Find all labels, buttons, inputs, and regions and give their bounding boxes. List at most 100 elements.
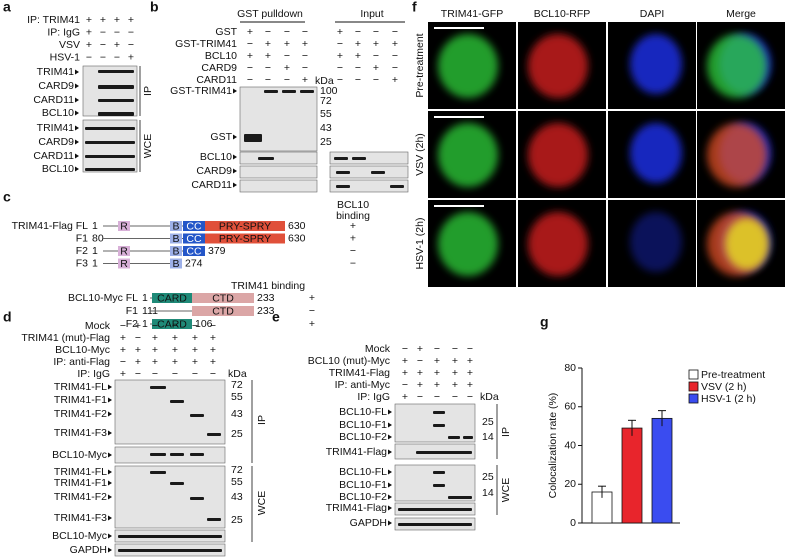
band — [336, 171, 350, 174]
sign: + — [373, 38, 379, 50]
domain — [152, 293, 192, 303]
sign: − — [120, 356, 126, 368]
sign: − — [302, 50, 308, 62]
band — [170, 400, 184, 403]
marker: 72 — [231, 464, 243, 476]
section-label: WCE — [256, 491, 268, 516]
signal — [528, 212, 588, 276]
domain — [183, 246, 205, 256]
arrow — [233, 182, 237, 188]
sign: − — [302, 62, 308, 74]
arrow — [388, 469, 392, 475]
sign: + — [100, 14, 106, 26]
blot — [239, 151, 318, 165]
sign: + — [265, 50, 271, 62]
sign: − — [417, 391, 423, 403]
arrow — [388, 422, 392, 428]
arrow — [108, 452, 112, 458]
sign: + — [114, 14, 120, 26]
header: TRIM41 binding — [231, 280, 305, 292]
arrow — [75, 139, 79, 145]
construct-name: BCL10-Myc FL — [68, 292, 138, 304]
binding: − — [350, 257, 356, 269]
sign: − — [337, 38, 343, 50]
construct-end: 233 — [257, 305, 275, 317]
sign: − — [467, 343, 473, 355]
band-label: BCL10-Myc — [52, 530, 107, 542]
sign: − — [86, 51, 92, 63]
arrow — [388, 494, 392, 500]
legend-swatch — [688, 381, 699, 392]
sign: + — [114, 39, 120, 51]
sign: − — [128, 26, 134, 38]
sign: + — [120, 332, 126, 344]
marker: 55 — [231, 476, 243, 488]
band-label: CARD11 — [33, 150, 74, 162]
sign: + — [417, 343, 423, 355]
band-label: BCL10 — [42, 107, 74, 119]
arrow — [75, 83, 79, 89]
band — [98, 112, 134, 116]
domain — [205, 233, 285, 244]
band-label: TRIM41 — [37, 122, 75, 134]
band — [150, 386, 166, 389]
sign: − — [402, 343, 408, 355]
band-label: GST — [210, 131, 232, 143]
sign: + — [467, 355, 473, 367]
row-label: Pre-treatment — [414, 33, 426, 97]
section-label: IP — [142, 86, 154, 96]
domain-label: PRY-SPRY — [219, 220, 271, 232]
sign: + — [417, 379, 423, 391]
sign: + — [402, 367, 408, 379]
sign: − — [392, 62, 398, 74]
signal — [438, 34, 498, 98]
band — [390, 185, 404, 188]
blot — [329, 151, 409, 165]
sign: + — [355, 50, 361, 62]
band — [170, 453, 184, 456]
header: binding — [336, 210, 370, 222]
sign: + — [247, 26, 253, 38]
sign: + — [172, 344, 178, 356]
sign: + — [337, 26, 343, 38]
arrow — [108, 494, 112, 500]
band — [85, 168, 135, 171]
domain — [192, 306, 254, 316]
sign: − — [135, 332, 141, 344]
construct-name: F2 — [126, 318, 138, 330]
sign: − — [192, 320, 198, 332]
band — [433, 411, 445, 414]
band — [433, 471, 445, 474]
band — [118, 549, 222, 552]
sign: + — [135, 356, 141, 368]
band-label: TRIM41-F3 — [54, 512, 107, 524]
domain-label: PRY-SPRY — [219, 233, 271, 245]
bar — [621, 427, 643, 524]
marker: 43 — [320, 122, 332, 134]
signal — [528, 34, 588, 98]
sign: − — [100, 26, 106, 38]
condition: CARD9 — [201, 62, 237, 74]
sign: − — [128, 39, 134, 51]
nucleus — [630, 212, 682, 272]
domain — [170, 221, 182, 231]
panel-label: b — [150, 0, 159, 15]
domain — [118, 246, 130, 256]
marker: 14 — [482, 431, 494, 443]
construct-end: 630 — [288, 232, 306, 244]
sign: − — [172, 320, 178, 332]
sign: − — [373, 26, 379, 38]
panel-label: c — [3, 189, 11, 205]
band-label: TRIM41-F3 — [54, 427, 107, 439]
band-label: CARD9 — [196, 165, 232, 177]
domain-label: R — [120, 245, 128, 257]
band — [264, 90, 278, 93]
sign: + — [128, 51, 134, 63]
kda: kDa — [228, 368, 247, 380]
band — [207, 518, 221, 521]
band — [416, 451, 472, 454]
sign: − — [452, 391, 458, 403]
marker: 72 — [320, 95, 332, 107]
arrow — [233, 154, 237, 160]
band — [98, 85, 134, 89]
